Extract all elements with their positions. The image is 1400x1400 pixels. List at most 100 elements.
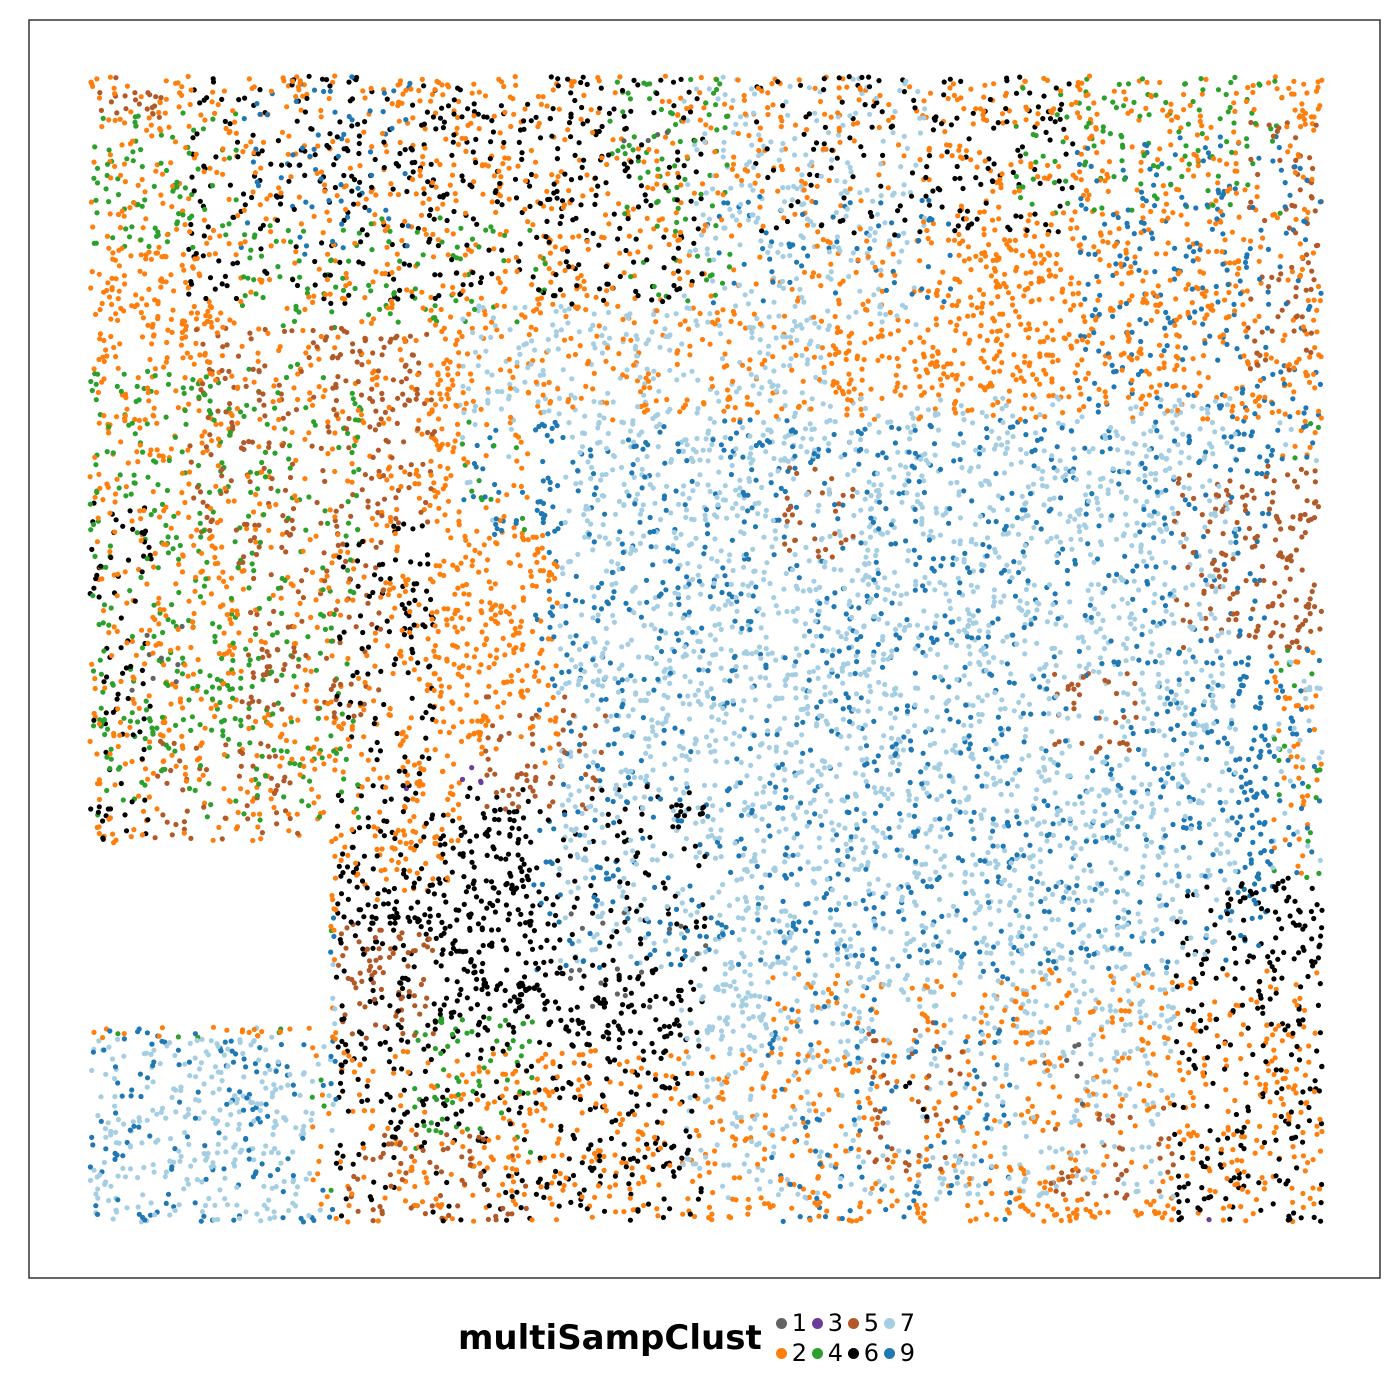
point-cluster-5	[274, 678, 279, 683]
point-cluster-7	[917, 1004, 922, 1009]
point-cluster-5	[334, 607, 339, 612]
point-cluster-2	[329, 560, 334, 565]
point-cluster-9	[908, 738, 913, 743]
point-cluster-7	[794, 338, 799, 343]
point-cluster-2	[856, 1147, 861, 1152]
point-cluster-9	[1014, 908, 1019, 913]
point-cluster-2	[533, 669, 538, 674]
point-cluster-2	[112, 86, 117, 91]
point-cluster-9	[676, 602, 681, 607]
point-cluster-2	[1120, 1097, 1125, 1102]
point-cluster-2	[314, 737, 319, 742]
point-cluster-6	[357, 825, 362, 830]
point-cluster-9	[942, 1140, 947, 1145]
point-cluster-2	[1079, 177, 1084, 182]
point-cluster-7	[943, 665, 948, 670]
point-cluster-7	[1209, 611, 1214, 616]
point-cluster-6	[638, 1030, 643, 1035]
point-cluster-6	[370, 590, 375, 595]
point-cluster-5	[1181, 618, 1186, 623]
point-cluster-9	[1270, 158, 1275, 163]
point-cluster-7	[1228, 918, 1233, 923]
point-cluster-7	[801, 235, 806, 240]
point-cluster-2	[207, 235, 212, 240]
point-cluster-2	[1188, 1090, 1193, 1095]
point-cluster-2	[1281, 338, 1286, 343]
point-cluster-2	[801, 379, 806, 384]
point-cluster-2	[1113, 1084, 1118, 1089]
point-cluster-4	[352, 401, 357, 406]
point-cluster-7	[561, 367, 566, 372]
point-cluster-5	[281, 416, 286, 421]
point-cluster-5	[1161, 1106, 1166, 1111]
point-cluster-9	[329, 1081, 334, 1086]
point-cluster-6	[453, 1112, 458, 1117]
point-cluster-5	[378, 336, 383, 341]
point-cluster-2	[934, 316, 939, 321]
point-cluster-5	[850, 487, 855, 492]
point-cluster-7	[1124, 658, 1129, 663]
point-cluster-6	[684, 1128, 689, 1133]
point-cluster-7	[603, 535, 608, 540]
point-cluster-2	[1106, 1210, 1111, 1215]
point-cluster-7	[546, 408, 551, 413]
point-cluster-5	[830, 554, 835, 559]
point-cluster-7	[707, 217, 712, 222]
point-cluster-4	[351, 396, 356, 401]
point-cluster-7	[641, 502, 646, 507]
point-cluster-5	[423, 1004, 428, 1009]
point-cluster-4	[1218, 116, 1223, 121]
point-cluster-2	[115, 629, 120, 634]
point-cluster-7	[1197, 602, 1202, 607]
point-cluster-2	[831, 1066, 836, 1071]
point-cluster-2	[674, 210, 679, 215]
point-cluster-6	[465, 794, 470, 799]
point-cluster-6	[385, 97, 390, 102]
point-cluster-5	[273, 754, 278, 759]
point-cluster-7	[851, 250, 856, 255]
point-cluster-2	[551, 695, 556, 700]
point-cluster-2	[436, 506, 441, 511]
point-cluster-2	[520, 678, 525, 683]
point-cluster-2	[1310, 1185, 1315, 1190]
point-cluster-2	[310, 1124, 315, 1129]
point-cluster-6	[597, 286, 602, 291]
point-cluster-2	[1239, 1158, 1244, 1163]
point-cluster-6	[519, 150, 524, 155]
point-cluster-9	[1309, 849, 1314, 854]
point-cluster-6	[391, 1155, 396, 1160]
point-cluster-7	[1135, 911, 1140, 916]
point-cluster-6	[560, 1086, 565, 1091]
point-cluster-6	[1240, 1003, 1245, 1008]
point-cluster-9	[383, 208, 388, 213]
point-cluster-6	[516, 907, 521, 912]
point-cluster-2	[1104, 1154, 1109, 1159]
point-cluster-2	[154, 390, 159, 395]
point-cluster-7	[995, 941, 1000, 946]
point-cluster-4	[135, 530, 140, 535]
point-cluster-2	[147, 739, 152, 744]
point-cluster-2	[91, 160, 96, 165]
point-cluster-4	[433, 1046, 438, 1051]
point-cluster-2	[1281, 377, 1286, 382]
point-cluster-7	[763, 449, 768, 454]
point-cluster-2	[954, 323, 959, 328]
point-cluster-2	[152, 297, 157, 302]
point-cluster-2	[163, 111, 168, 116]
point-cluster-2	[951, 992, 956, 997]
point-cluster-7	[709, 705, 714, 710]
point-cluster-7	[1171, 621, 1176, 626]
point-cluster-9	[872, 905, 877, 910]
point-cluster-9	[1234, 820, 1239, 825]
point-cluster-6	[473, 137, 478, 142]
point-cluster-7	[609, 559, 614, 564]
point-cluster-9	[805, 253, 810, 258]
point-cluster-2	[1179, 983, 1184, 988]
point-cluster-2	[1045, 1204, 1050, 1209]
point-cluster-2	[570, 404, 575, 409]
point-cluster-7	[734, 878, 739, 883]
point-cluster-7	[1142, 832, 1147, 837]
point-cluster-4	[167, 458, 172, 463]
point-cluster-4	[713, 102, 718, 107]
point-cluster-7	[903, 465, 908, 470]
